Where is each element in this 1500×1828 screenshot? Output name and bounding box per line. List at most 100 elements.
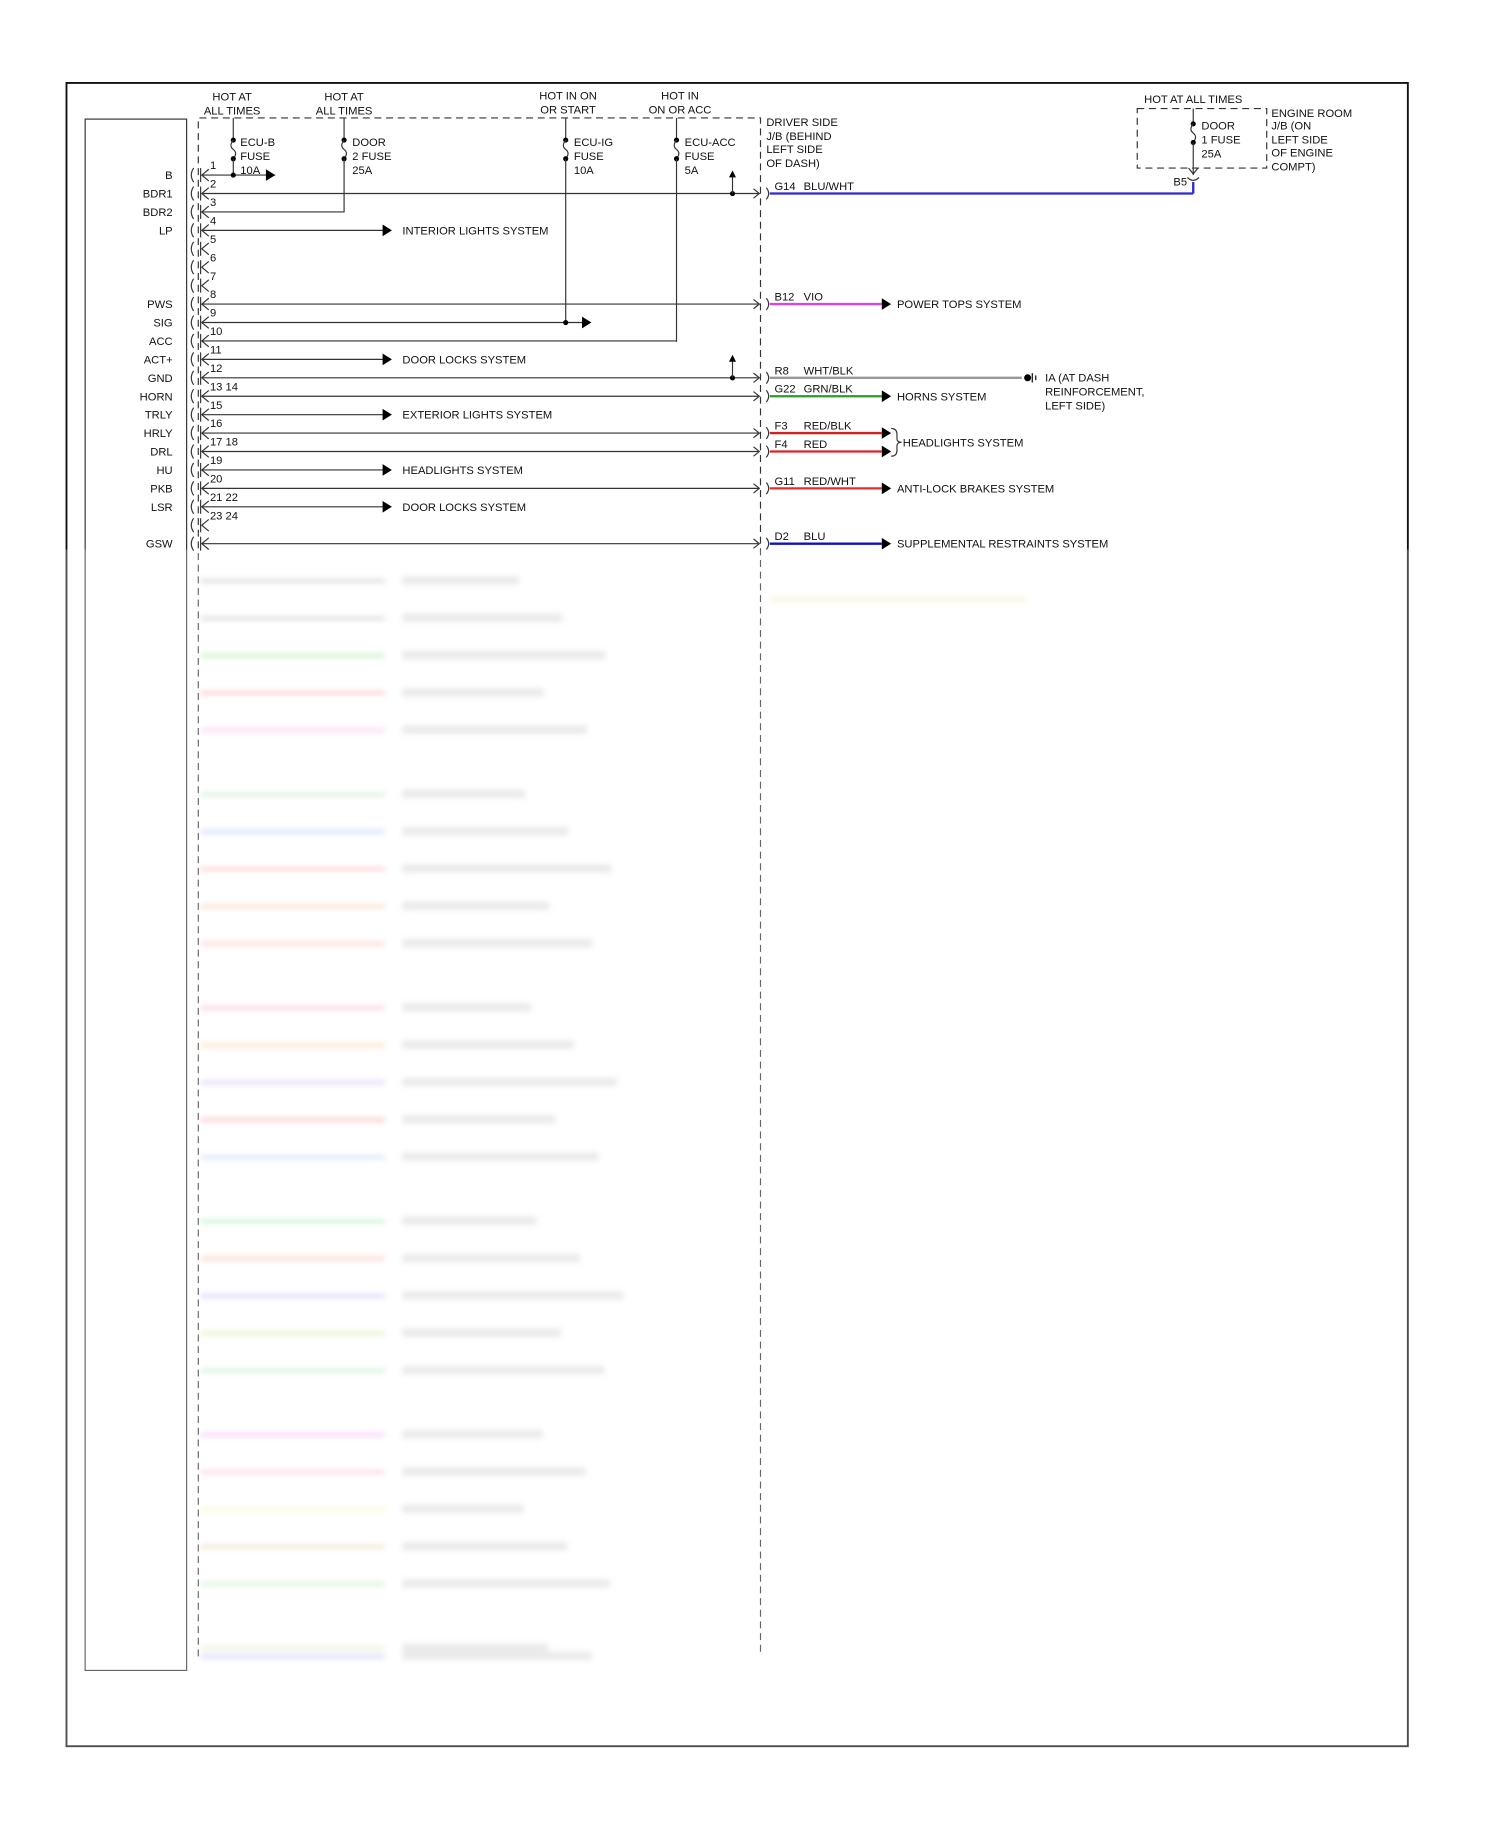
fuse-label: FUSE	[685, 151, 715, 163]
connector-icon	[190, 186, 195, 201]
pin-label: BDR2	[143, 207, 173, 219]
pin-label: GSW	[146, 539, 173, 551]
blurred-label	[402, 901, 550, 910]
pin-label: DRL	[150, 447, 172, 459]
system-label: HEADLIGHTS SYSTEM	[402, 465, 523, 477]
source-label: HOT AT	[324, 91, 364, 103]
connector-icon	[190, 388, 195, 404]
engine-jb-label: COMPT)	[1271, 161, 1315, 173]
wire-code: G22	[774, 384, 795, 396]
arrow-icon	[200, 279, 210, 292]
engine-jb-label: LEFT SIDE	[1271, 135, 1327, 147]
blurred-label	[402, 1003, 531, 1012]
blurred-label	[402, 1254, 580, 1263]
fuse-label: 1 FUSE	[1201, 135, 1240, 147]
connector-icon	[190, 462, 195, 478]
fuse-label: 25A	[352, 165, 372, 177]
arrow-icon	[881, 537, 892, 550]
module-box	[84, 118, 188, 1671]
fuse-label: FUSE	[240, 151, 270, 163]
fuse-label: DOOR	[352, 137, 386, 149]
blurred-section	[200, 576, 1027, 1660]
blurred-label	[402, 1216, 537, 1225]
system-label: POWER TOPS SYSTEM	[897, 299, 1022, 311]
junction-dot	[230, 172, 236, 178]
pin-label: GND	[148, 373, 173, 385]
source-label: HOT AT	[212, 91, 252, 103]
pin-number: 6	[210, 252, 216, 264]
wire-color-label: BLU/WHT	[804, 181, 855, 193]
wire-color-label: GRN/BLK	[804, 384, 854, 396]
connector-icon	[190, 223, 195, 238]
connector-icon	[190, 499, 195, 515]
blurred-label	[402, 1579, 611, 1588]
fuse-label: 10A	[574, 165, 594, 177]
pin-label: PKB	[150, 483, 172, 495]
fuse-icon	[341, 139, 348, 160]
junction-dot	[563, 319, 569, 326]
source-label: HOT IN ON	[539, 90, 597, 102]
blurred-label	[402, 827, 569, 836]
diagram-frame	[65, 82, 1409, 1748]
brace-icon	[891, 427, 902, 457]
blurred-label	[402, 1651, 592, 1660]
source-label: OR START	[540, 104, 596, 116]
pin-label: ACC	[149, 336, 173, 348]
connector-icon	[765, 445, 770, 458]
fuse-icon	[230, 139, 237, 160]
connector-icon	[190, 204, 195, 220]
pin-label: HORN	[140, 391, 173, 403]
driver-jb-box	[197, 117, 762, 1657]
blurred-label	[402, 1152, 599, 1161]
pin-number: 12	[210, 363, 222, 375]
pin-label: HRLY	[144, 428, 174, 440]
arrow-icon	[382, 353, 392, 366]
pin-number: 13 14	[210, 381, 238, 393]
blurred-label	[402, 1467, 586, 1476]
arrow-icon	[881, 445, 892, 458]
fuse-label: 5A	[685, 165, 699, 177]
arrow-icon	[265, 169, 276, 181]
blurred-label	[402, 1040, 574, 1049]
pin-number: 2	[210, 179, 216, 191]
arrow-icon	[582, 316, 592, 329]
pin-number: 1	[210, 160, 216, 172]
blurred-label	[402, 1077, 618, 1087]
wire-color-label: BLU	[804, 531, 826, 543]
ground-label: REINFORCEMENT,	[1045, 386, 1144, 398]
pin-label: BDR1	[143, 189, 173, 201]
engine-jb-label: ENGINE ROOM	[1271, 108, 1352, 120]
system-label: ANTI-LOCK BRAKES SYSTEM	[897, 483, 1054, 495]
fuse-label: ECU-ACC	[685, 137, 736, 149]
arrow-icon	[881, 298, 892, 310]
connector-icon	[190, 315, 195, 330]
ground-label: LEFT SIDE)	[1045, 400, 1105, 412]
pin-label: TRLY	[145, 410, 173, 422]
system-label: INTERIOR LIGHTS SYSTEM	[402, 225, 548, 237]
pin-number: 16	[210, 418, 222, 430]
wire-color-label: VIO	[804, 292, 824, 304]
pin-label: HU	[156, 465, 172, 477]
ground-label: IA (AT DASH	[1045, 372, 1109, 384]
fuse-icon	[1190, 123, 1197, 143]
pin-number: 7	[210, 271, 216, 283]
arrow-icon	[382, 224, 392, 237]
pin-number: 3	[210, 197, 216, 209]
fuse-label: 2 FUSE	[352, 151, 391, 163]
arrow-icon	[753, 188, 761, 199]
driver-jb-label: J/B (BEHIND	[766, 131, 831, 143]
arrow-icon	[382, 464, 392, 476]
arrow-up-icon	[729, 170, 737, 178]
arrow-icon	[753, 483, 761, 494]
arrow-icon	[200, 260, 210, 274]
connector-icon	[765, 371, 770, 384]
pin-number: 5	[210, 234, 216, 246]
blurred-label	[402, 725, 587, 734]
source-label: HOT IN	[661, 90, 699, 102]
blurred-label	[402, 939, 593, 948]
arrow-icon	[200, 518, 210, 532]
fuse-icon	[673, 139, 680, 160]
pin-number: 15	[210, 400, 222, 412]
blurred-label	[402, 576, 520, 585]
